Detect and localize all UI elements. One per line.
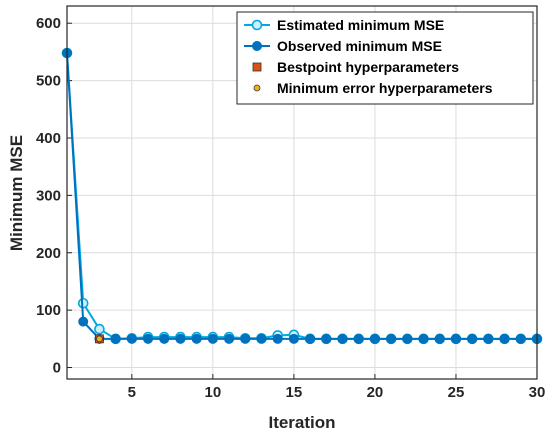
plot-frame	[66, 5, 538, 380]
data-point	[483, 333, 494, 344]
legend-entry: Estimated minimum MSE	[244, 17, 444, 33]
y-axis-label: Minimum MSE	[7, 135, 26, 251]
x-tick-label: 20	[367, 384, 384, 401]
legend: Estimated minimum MSE Observed minimum MS…	[236, 11, 534, 105]
x-tick-label: 25	[448, 384, 465, 401]
data-point	[337, 333, 348, 344]
legend-entry: Observed minimum MSE	[244, 38, 442, 54]
data-point	[143, 333, 154, 344]
data-point	[450, 333, 461, 344]
data-point	[159, 333, 170, 344]
series-3	[96, 335, 103, 343]
legend-marker	[252, 62, 262, 72]
data-point	[499, 333, 510, 344]
data-point	[224, 333, 235, 344]
data-point	[272, 333, 283, 344]
legend-box	[236, 11, 534, 105]
data-point	[240, 333, 251, 344]
data-point	[78, 316, 89, 327]
legend-label: Estimated minimum MSE	[277, 17, 444, 33]
legend-entry: Minimum error hyperparameters	[253, 80, 493, 96]
data-point	[207, 333, 218, 344]
x-axis-label: Iteration	[268, 413, 335, 432]
legend-marker	[251, 19, 263, 31]
x-tick-label: 30	[529, 384, 546, 401]
data-point	[256, 333, 267, 344]
data-point	[96, 335, 103, 343]
data-point	[353, 333, 364, 344]
x-tick-label: 10	[205, 384, 222, 401]
data-point	[191, 333, 202, 344]
data-point	[94, 323, 105, 335]
data-point	[110, 333, 121, 344]
data-point	[321, 333, 332, 344]
legend-marker	[252, 41, 262, 51]
y-tick-label: 400	[36, 130, 61, 147]
data-point	[515, 333, 526, 344]
data-point	[288, 333, 299, 344]
y-tick-label: 200	[36, 245, 61, 262]
data-point	[386, 333, 397, 344]
legend-label: Bestpoint hyperparameters	[277, 59, 459, 75]
x-tick-label: 15	[286, 384, 303, 401]
data-point	[369, 333, 380, 344]
legend-marker	[253, 84, 261, 92]
data-point	[418, 333, 429, 344]
data-point	[175, 333, 186, 344]
legend-entry: Bestpoint hyperparameters	[252, 59, 459, 75]
y-tick-label: 100	[36, 302, 61, 319]
legend-label: Minimum error hyperparameters	[277, 80, 493, 96]
legend-label: Observed minimum MSE	[277, 38, 442, 54]
y-tick-label: 500	[36, 73, 61, 90]
y-tick-label: 0	[53, 360, 61, 377]
data-point	[467, 333, 478, 344]
data-point	[126, 333, 137, 344]
y-tick-label: 300	[36, 187, 61, 204]
x-tick-label: 5	[128, 384, 136, 401]
series-layer	[61, 47, 543, 345]
y-tick-label: 600	[36, 15, 61, 32]
data-point	[434, 333, 445, 344]
data-point	[402, 333, 413, 344]
data-point	[305, 333, 316, 344]
